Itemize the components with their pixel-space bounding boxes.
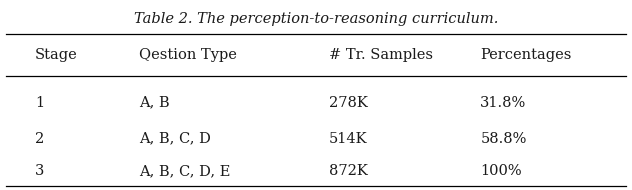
Text: 31.8%: 31.8% bbox=[480, 96, 526, 110]
Text: 3: 3 bbox=[35, 164, 44, 178]
Text: Table 2. The perception-to-reasoning curriculum.: Table 2. The perception-to-reasoning cur… bbox=[134, 12, 498, 26]
Text: 2: 2 bbox=[35, 132, 44, 146]
Text: 1: 1 bbox=[35, 96, 44, 110]
Text: 872K: 872K bbox=[329, 164, 368, 178]
Text: 514K: 514K bbox=[329, 132, 367, 146]
Text: Percentages: Percentages bbox=[480, 48, 572, 62]
Text: Qestion Type: Qestion Type bbox=[139, 48, 237, 62]
Text: Stage: Stage bbox=[35, 48, 78, 62]
Text: 58.8%: 58.8% bbox=[480, 132, 526, 146]
Text: A, B, C, D: A, B, C, D bbox=[139, 132, 211, 146]
Text: # Tr. Samples: # Tr. Samples bbox=[329, 48, 433, 62]
Text: A, B: A, B bbox=[139, 96, 169, 110]
Text: A, B, C, D, E: A, B, C, D, E bbox=[139, 164, 231, 178]
Text: 100%: 100% bbox=[480, 164, 522, 178]
Text: 278K: 278K bbox=[329, 96, 368, 110]
